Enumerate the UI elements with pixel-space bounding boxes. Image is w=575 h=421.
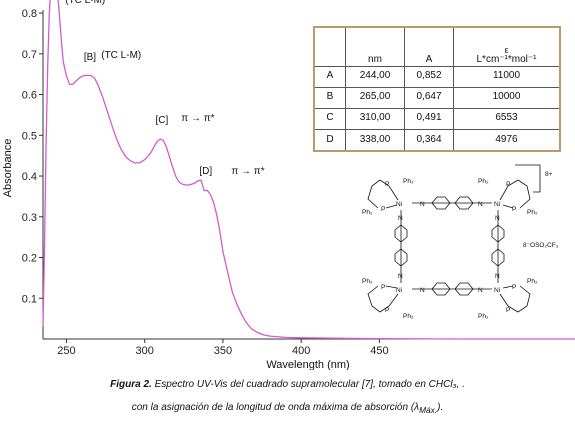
peak-annotation: π → π* [181, 113, 214, 124]
x-tick-label: 450 [370, 345, 388, 357]
svg-text:Ph₂: Ph₂ [362, 278, 373, 285]
table-header-epsilon: ε L*cm⁻¹*mol⁻¹ [453, 26, 561, 67]
y-tick-label: 0.7 [22, 49, 37, 61]
table-header-cell: A [404, 26, 454, 67]
table-row: C 310,00 0,491 6553 [313, 107, 561, 130]
plot-area: 250 300 350 400 4500.10.20.30.40.50.60.70.8 … [22, 0, 575, 357]
table-cell: B [313, 86, 346, 109]
table-cell: 0,647 [404, 86, 454, 109]
x-tick-label: 250 [57, 345, 75, 357]
peak-annotation: [C] [156, 115, 169, 126]
table-cell: 6553 [453, 107, 561, 130]
table-cell: 0,852 [404, 65, 454, 88]
caption-text-2: con la asignación de la longitud de onda… [131, 402, 420, 413]
svg-text:Ni: Ni [494, 287, 500, 294]
x-tick-label: 400 [292, 345, 310, 357]
figure-caption-line-2: con la asignación de la longitud de onda… [0, 402, 575, 415]
svg-text:N: N [478, 287, 483, 294]
svg-text:P: P [385, 181, 389, 188]
caption-text-2-end: ). [437, 402, 444, 413]
svg-text:N: N [495, 273, 500, 280]
peak-annotation: [B] [84, 52, 96, 63]
epsilon-symbol: ε [504, 44, 509, 55]
table-cell: 265,00 [345, 86, 405, 109]
svg-text:Ph₂: Ph₂ [478, 313, 489, 320]
svg-text:P: P [506, 181, 510, 188]
y-tick-label: 0.4 [22, 171, 37, 183]
table-row: D 338,00 0,364 4976 [313, 128, 561, 152]
table-cell: 0,491 [404, 107, 454, 130]
y-tick-label: 0.8 [22, 8, 37, 20]
table-cell: C [313, 107, 346, 130]
svg-text:P: P [512, 206, 516, 213]
svg-text:Ph₂: Ph₂ [403, 178, 414, 185]
peak-annotation: (TC L-M) [101, 50, 141, 61]
table-cell: 10000 [453, 86, 561, 109]
figure-label: Figura 2. [110, 379, 152, 390]
svg-text:Ni: Ni [494, 201, 500, 208]
peak-annotation: [D] [199, 166, 212, 177]
y-tick-label: 0.3 [22, 212, 37, 224]
absorption-data-table: nm A ε L*cm⁻¹*mol⁻¹ A 244,00 0,852 11000… [313, 26, 561, 152]
table-header-row: nm A ε L*cm⁻¹*mol⁻¹ [313, 26, 561, 67]
charge-label: 8+ [545, 171, 553, 178]
svg-text:N: N [420, 201, 425, 208]
table-header-cell: nm [345, 26, 405, 67]
epsilon-units: L*cm⁻¹*mol⁻¹ [476, 54, 537, 66]
x-tick-label: 350 [214, 345, 232, 357]
table-cell: A [313, 65, 346, 88]
svg-text:Ni: Ni [396, 287, 402, 294]
table-row: A 244,00 0,852 11000 [313, 65, 561, 88]
table-cell: 244,00 [345, 65, 405, 88]
svg-text:Ph₂: Ph₂ [403, 313, 414, 320]
svg-text:N: N [398, 273, 403, 280]
table-cell: 11000 [453, 65, 561, 88]
peak-annotation: (TC L-M) [65, 0, 105, 6]
table-cell: 0,364 [404, 128, 454, 152]
spectrum-line [42, 0, 575, 340]
peak-annotation: π → π* [231, 166, 264, 177]
table-cell: 310,00 [345, 107, 405, 130]
svg-text:N: N [420, 287, 425, 294]
x-tick-label: 300 [136, 345, 154, 357]
table-cell: 4976 [453, 128, 561, 152]
svg-text:P: P [381, 284, 385, 291]
svg-text:Ph₂: Ph₂ [527, 278, 538, 285]
x-axis-label: Wavelength (nm) [266, 359, 349, 370]
y-tick-label: 0.1 [22, 293, 37, 305]
table-cell: 338,00 [345, 128, 405, 152]
y-tick-label: 0.6 [22, 90, 37, 102]
svg-text:N: N [495, 215, 500, 222]
figure-caption-line-1: Figura 2. Espectro UV-Vis del cuadrado s… [0, 379, 575, 390]
svg-text:P: P [385, 307, 389, 314]
y-axis-label: Absorbance [2, 139, 14, 198]
svg-text:Ph₂: Ph₂ [362, 209, 373, 216]
svg-text:P: P [512, 284, 516, 291]
svg-text:P: P [381, 206, 385, 213]
y-tick-label: 0.2 [22, 253, 37, 265]
svg-text:N: N [398, 215, 403, 222]
svg-text:Ph₂: Ph₂ [478, 178, 489, 185]
svg-text:P: P [506, 307, 510, 314]
caption-text-1: Espectro UV-Vis del cuadrado supramolecu… [151, 379, 465, 390]
uv-vis-chart: 250 300 350 400 4500.10.20.30.40.50.60.70.8 … [2, 0, 575, 371]
lambda-subscript: Máx. [419, 405, 438, 415]
svg-text:N: N [478, 201, 483, 208]
table-cell: D [313, 128, 346, 152]
svg-text:Ph₂: Ph₂ [527, 209, 538, 216]
svg-text:Ni: Ni [396, 201, 402, 208]
table-header-cell [313, 26, 346, 67]
table-row: B 265,00 0,647 10000 [313, 86, 561, 109]
y-tick-label: 0.5 [22, 130, 37, 142]
supramolecular-square-structure: 8+ 8⁻OSO₂CF₃ N N N N N N N N Ni P P Ph₂ … [362, 164, 559, 320]
counterion-label: 8⁻OSO₂CF₃ [523, 242, 559, 249]
